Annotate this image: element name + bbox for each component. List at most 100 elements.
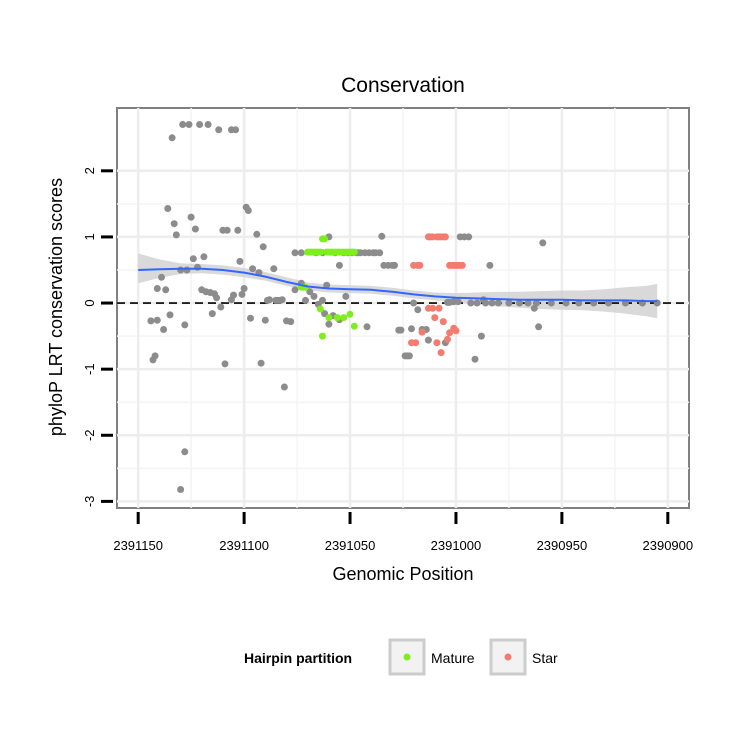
data-point-other (253, 230, 261, 238)
data-point-other (196, 121, 204, 128)
data-point-other (204, 121, 212, 128)
data-point-star (416, 261, 424, 269)
data-point-other (187, 213, 195, 221)
data-point-other (179, 121, 187, 128)
data-point-other (177, 266, 185, 274)
data-point-mature (319, 332, 326, 340)
data-point-other (221, 360, 229, 368)
data-point-other (183, 266, 191, 274)
data-point-other (547, 299, 555, 307)
data-point-other (168, 134, 176, 142)
data-point-other (208, 310, 216, 318)
data-point-other (516, 299, 523, 307)
data-point-other (238, 290, 246, 298)
x-tick-label: 2391100 (219, 538, 269, 553)
data-point-other (467, 299, 475, 307)
data-point-other (153, 285, 161, 292)
data-point-other (342, 292, 350, 300)
data-point-other (405, 352, 413, 360)
x-tick-label: 2390950 (537, 538, 588, 553)
data-point-other (259, 243, 267, 251)
y-tick-label: 2 (82, 167, 97, 174)
data-point-other (325, 320, 333, 328)
data-point-other (378, 232, 386, 240)
data-point-star (435, 304, 443, 312)
data-point-other (533, 299, 540, 307)
data-point-mature (325, 314, 333, 322)
data-point-other (191, 225, 199, 233)
data-point-star (441, 233, 449, 241)
data-point-other (306, 288, 314, 296)
data-point-other (230, 291, 237, 299)
data-point-other (270, 265, 278, 273)
data-point-other (319, 296, 326, 304)
data-point-other (291, 286, 299, 294)
data-point-mature (340, 314, 348, 322)
data-point-other (232, 126, 240, 134)
data-point-other (302, 296, 309, 304)
legend-dot-star (504, 653, 512, 661)
data-point-other (194, 263, 201, 271)
data-point-mature (333, 314, 341, 322)
data-point-other (162, 286, 170, 294)
data-point-other (562, 299, 570, 307)
data-point-other (471, 355, 479, 363)
data-point-other (335, 261, 343, 269)
data-point-other (158, 273, 165, 281)
data-point-other (465, 233, 473, 241)
x-tick-label: 2391150 (113, 538, 163, 553)
data-point-other (170, 220, 178, 228)
data-point-other (160, 326, 168, 333)
data-point-other (249, 265, 257, 273)
data-point-other (397, 326, 405, 334)
legend-label-star: Star (532, 650, 558, 666)
data-point-star (433, 339, 441, 347)
data-point-other (181, 448, 189, 456)
data-point-other (539, 239, 547, 247)
data-point-other (149, 356, 157, 364)
chart-title: Conservation (341, 74, 465, 97)
y-tick-label: -2 (82, 429, 97, 441)
data-point-other (213, 294, 221, 302)
data-point-star (439, 318, 447, 326)
data-point-other (166, 311, 174, 319)
data-point-other (376, 249, 384, 257)
data-point-other (280, 383, 288, 391)
data-point-other (266, 296, 273, 304)
data-point-other (323, 281, 331, 289)
smooth-trend-line (138, 267, 658, 303)
x-axis: 2391150 2391100 2391050 2391000 2390950 23909… (113, 512, 693, 553)
x-tick-label: 2391000 (431, 538, 482, 553)
data-point-star (429, 304, 437, 312)
x-axis-title: Genomic Position (332, 564, 473, 584)
data-point-other (240, 285, 248, 292)
data-point-other (408, 325, 415, 333)
data-point-star (431, 314, 439, 322)
data-point-other (454, 298, 462, 306)
data-point-other (410, 299, 418, 307)
x-tick-label: 2390900 (643, 538, 694, 553)
data-point-other (414, 306, 422, 314)
data-point-other (181, 321, 189, 329)
data-point-other (172, 231, 180, 239)
data-point-other (261, 316, 269, 324)
data-point-star (418, 328, 426, 336)
legend-title: Hairpin partition (244, 650, 352, 666)
data-point-other (488, 299, 496, 307)
data-point-other (287, 318, 295, 326)
data-point-other (310, 292, 318, 300)
data-point-other (297, 249, 305, 257)
data-point-other (363, 323, 371, 331)
data-point-star (452, 327, 460, 335)
y-tick-label: 0 (82, 299, 97, 306)
y-axis: -3 -2 -1 0 1 2 (82, 167, 113, 507)
data-point-other (535, 323, 543, 331)
legend-label-mature: Mature (431, 650, 475, 666)
y-axis-title: phyloP LRT conservation scores (46, 178, 66, 436)
data-point-star (446, 329, 454, 337)
data-point-other (473, 299, 481, 307)
data-point-star (444, 335, 451, 343)
data-point-other (477, 332, 485, 340)
grid-major (117, 108, 689, 508)
